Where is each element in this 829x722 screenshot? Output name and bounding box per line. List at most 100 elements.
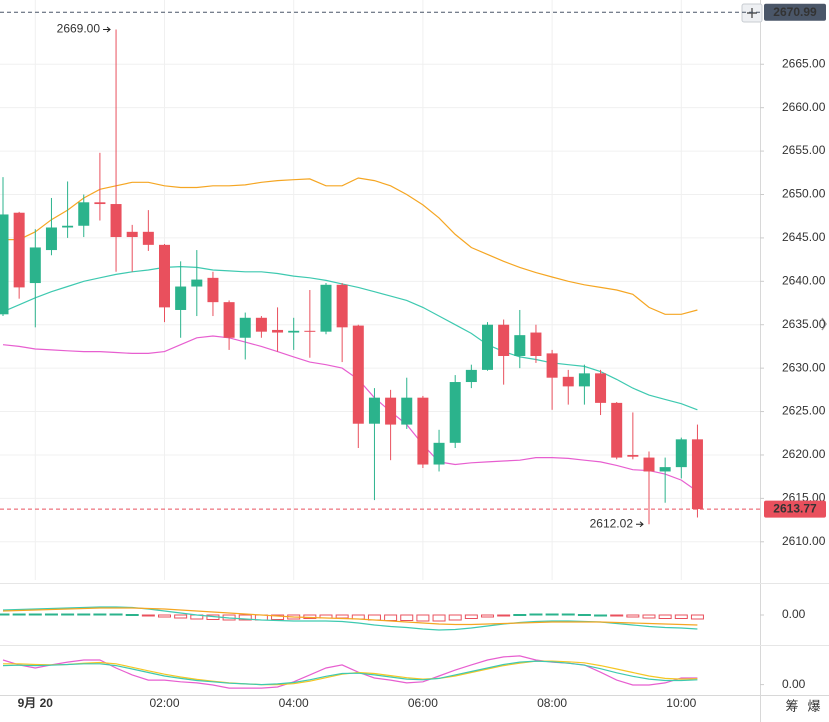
candle-body (385, 397, 397, 425)
macd-bar (481, 614, 494, 618)
candle-body (0, 214, 9, 315)
candle-body (514, 335, 526, 356)
macd-bar (0, 613, 10, 616)
candle-body (562, 376, 574, 387)
candle-body (643, 457, 655, 472)
price-label: 2613.77 (773, 502, 817, 516)
candle-body (401, 397, 413, 425)
extreme-label: 2612.02 (590, 516, 634, 530)
y-tick-label: 2620.00 (782, 447, 826, 461)
extreme-arrow (636, 521, 644, 528)
candle-body (675, 439, 687, 468)
candle-body (78, 202, 90, 226)
candle-body (449, 382, 461, 443)
candle-body (368, 397, 380, 424)
candle-body (239, 317, 251, 338)
candle-body (546, 353, 558, 378)
macd-bar (141, 614, 155, 617)
macd-bar (12, 613, 26, 616)
add-button[interactable] (741, 3, 763, 23)
candle-body (288, 330, 300, 333)
macd-bar (610, 614, 624, 617)
candle-body (352, 325, 364, 424)
x-tick-label: 10:00 (666, 696, 696, 710)
macd-bar (174, 614, 188, 619)
macd-bar (561, 613, 575, 616)
x-tick-label: 04:00 (279, 696, 309, 710)
x-tick-label: 02:00 (149, 696, 179, 710)
candle-body (142, 231, 154, 245)
candle-body (126, 231, 138, 238)
candle-body (207, 277, 219, 303)
x-tick-label: 06:00 (408, 696, 438, 710)
add-icon[interactable] (747, 8, 757, 18)
candle-body (94, 202, 106, 205)
y-tick-label: 2655.00 (782, 143, 826, 157)
price-label-box (764, 3, 826, 21)
macd-bar (448, 614, 462, 621)
macd-bar (125, 614, 139, 616)
collapse-tab[interactable] (821, 317, 827, 331)
y-tick-label: 2660.00 (782, 100, 826, 114)
macd-bar (594, 614, 608, 617)
indicator-line (2, 660, 698, 686)
macd-bar (77, 613, 91, 616)
macd-bar (44, 613, 58, 616)
x-tick-label: 9月 20 (18, 696, 54, 710)
y-tick-label: 2665.00 (782, 56, 826, 70)
y-tick-label: 0.00 (782, 607, 806, 621)
price-label: 2670.99 (773, 5, 817, 19)
candle-body (465, 369, 477, 383)
macd-bar (432, 614, 446, 622)
candle-body (595, 373, 607, 403)
band-line (3, 177, 698, 315)
macd-bar (158, 614, 171, 618)
candle-body (159, 244, 170, 308)
extreme-label: 2669.00 (57, 22, 101, 36)
macd-bar (513, 614, 527, 616)
macd-bar (545, 613, 559, 616)
price-label-box (764, 500, 826, 518)
macd-bar (464, 614, 478, 619)
macd-bar (109, 613, 123, 616)
candle-body (191, 279, 203, 287)
y-tick-label: 0.00 (782, 677, 806, 691)
macd-bar (400, 614, 414, 621)
macd-bar (674, 614, 688, 619)
macd-bar (577, 614, 591, 616)
macd-bar (384, 614, 398, 621)
candle-body (482, 324, 493, 370)
candle-body (611, 402, 623, 458)
candle-body (62, 225, 74, 228)
candle-body (417, 397, 429, 465)
candle-body (659, 467, 671, 472)
candle-body (627, 454, 639, 457)
toolbar-button[interactable]: 筹 (785, 698, 798, 713)
macd-bar (690, 614, 704, 620)
macd-bar (61, 613, 75, 616)
macd-bar (271, 614, 285, 620)
macd-line (2, 607, 698, 626)
candle-body (175, 286, 187, 310)
macd-bar (416, 614, 430, 622)
candle-body (29, 247, 41, 284)
macd-bar (238, 614, 252, 621)
macd-bar (626, 614, 640, 618)
y-tick-label: 2640.00 (782, 273, 826, 287)
candle-body (336, 284, 348, 328)
candle-body (691, 439, 703, 510)
toolbar-button[interactable]: 爆 (807, 698, 820, 713)
macd-bar (658, 614, 672, 619)
macd-bar (642, 614, 656, 619)
candle-body (45, 227, 57, 251)
candle-body (530, 332, 542, 356)
candle-body (223, 302, 235, 338)
candle-body (433, 442, 445, 465)
macd-bar (529, 613, 543, 616)
y-tick-label: 2610.00 (782, 534, 826, 548)
candle-body (304, 330, 316, 332)
macd-bar (93, 613, 107, 616)
candle-body (272, 329, 284, 333)
